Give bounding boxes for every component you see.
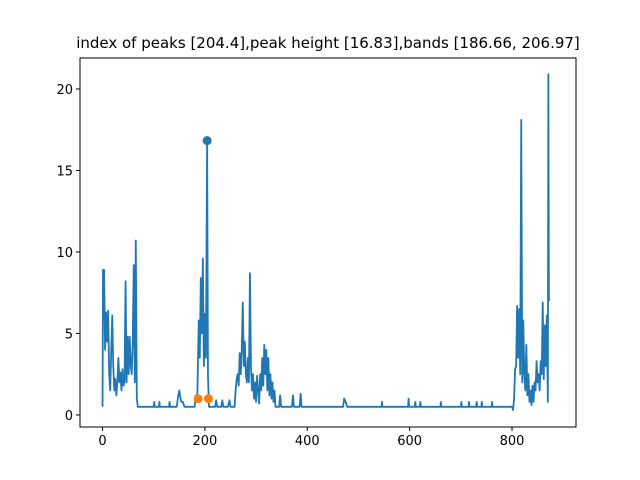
x-tick-label: 800 [500,434,525,449]
line-series [101,73,551,411]
y-tick-label: 15 [56,164,73,179]
x-tick-label: 400 [295,434,320,449]
x-tick-label: 200 [192,434,217,449]
y-tick-label: 0 [65,409,73,424]
point [203,394,213,404]
point [202,136,212,146]
chart-title: index of peaks [204.4],peak height [16.8… [76,34,580,52]
y-tick-label: 5 [65,327,73,342]
y-tick-label: 20 [56,83,73,98]
x-tick-label: 0 [98,434,106,449]
plot-frame [79,57,577,428]
y-tick-label: 10 [56,246,73,261]
point [193,394,203,404]
x-tick-label: 600 [397,434,422,449]
